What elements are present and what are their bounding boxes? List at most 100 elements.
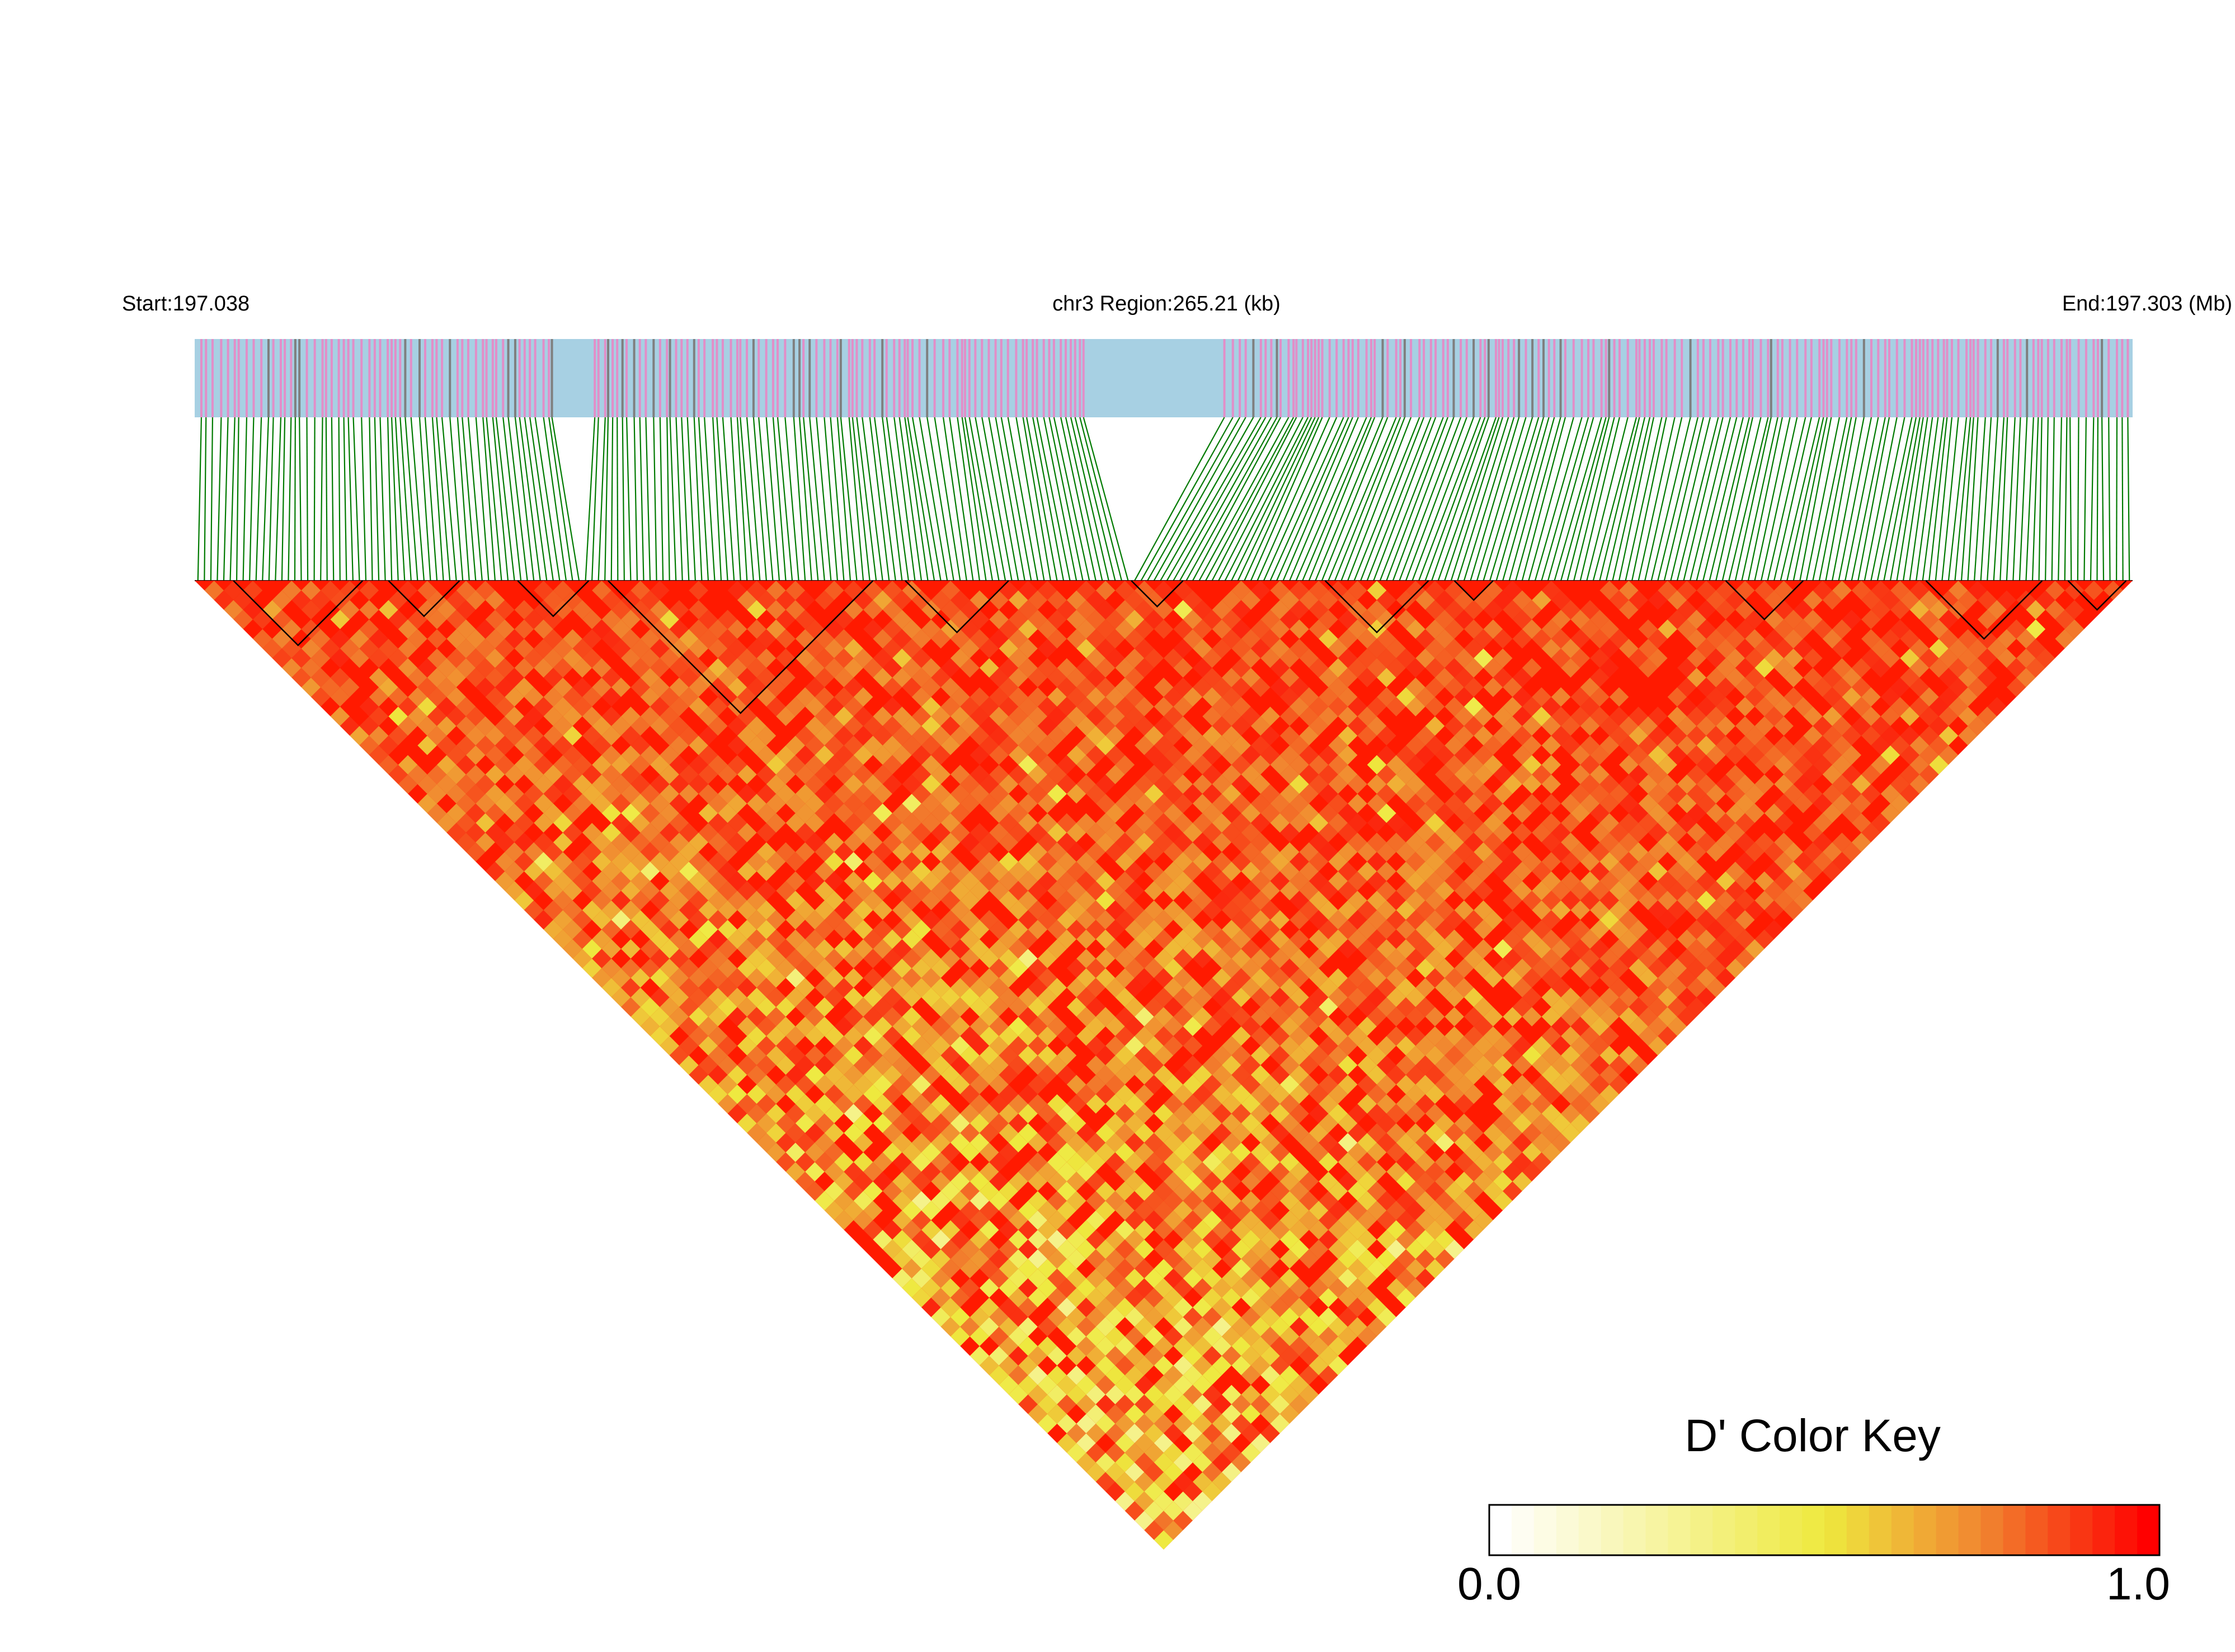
ld-cell: [1124, 939, 1145, 959]
ld-cell: [1173, 910, 1193, 930]
ld-cell: [669, 619, 689, 639]
ld-cell: [1677, 716, 1697, 736]
ld-cell: [1309, 871, 1329, 891]
ld-cell: [1047, 1152, 1067, 1172]
ld-cell: [1522, 619, 1542, 639]
ld-cell: [1105, 609, 1125, 629]
ld-cell: [321, 677, 340, 697]
ld-cell: [1599, 832, 1620, 852]
ld-cell: [1434, 862, 1455, 881]
ld-cell: [1434, 648, 1455, 668]
ld-cell: [1367, 929, 1387, 949]
ld-cell: [1609, 726, 1629, 746]
ld-block-outline: [233, 580, 364, 647]
ld-cell: [2006, 619, 2026, 639]
snp-connector: [2051, 417, 2055, 581]
color-key-band: [2070, 1505, 2093, 1555]
ld-cell: [1241, 1423, 1261, 1443]
ld-cell: [1086, 1036, 1106, 1056]
ld-cell: [1454, 1210, 1474, 1230]
ld-cell: [1309, 949, 1329, 968]
ld-cell: [931, 1249, 951, 1269]
ld-cell: [2026, 638, 2046, 658]
ld-cell: [1192, 794, 1212, 813]
ld-cell: [970, 1307, 990, 1327]
ld-cell: [1144, 590, 1164, 610]
ld-cell: [2084, 581, 2104, 600]
ld-cell: [1192, 658, 1212, 678]
ld-cell: [1066, 1230, 1086, 1250]
ld-cell: [601, 978, 622, 997]
ld-cell: [1250, 871, 1271, 891]
ld-cell: [1328, 638, 1348, 658]
snp-connector: [1483, 417, 1533, 581]
ld-cell: [1154, 736, 1174, 755]
ld-cell: [485, 765, 505, 784]
ld-cell: [1124, 881, 1145, 901]
ld-cell: [1832, 774, 1852, 794]
ld-cell: [640, 862, 660, 881]
ld-cell: [1357, 1016, 1377, 1037]
ld-cell: [1173, 1220, 1193, 1240]
ld-cell: [1658, 968, 1677, 988]
ld-cell: [1135, 1278, 1154, 1298]
ld-cell: [1135, 1239, 1154, 1259]
color-key-band: [1668, 1505, 1691, 1555]
snp-connector: [1922, 417, 1945, 581]
ld-cell: [1638, 716, 1658, 736]
snp-connector: [585, 417, 596, 581]
ld-cell: [882, 716, 902, 736]
snp-connector: [394, 417, 406, 581]
ld-cell: [970, 920, 990, 939]
ld-cell: [630, 658, 651, 678]
ld-cell: [1861, 687, 1881, 707]
snp-connector: [262, 417, 270, 581]
ld-cell: [1202, 920, 1222, 939]
ld-cell: [1561, 1065, 1580, 1085]
ld-cell: [931, 1268, 951, 1288]
ld-cell: [1018, 1336, 1038, 1356]
ld-cell: [1406, 1162, 1425, 1182]
ld-cell: [1348, 987, 1367, 1008]
ld-cell: [1105, 1462, 1125, 1482]
ld-cell: [1241, 707, 1261, 726]
ld-cell: [398, 658, 418, 678]
ld-cell: [1357, 939, 1377, 959]
ld-cell: [359, 619, 379, 639]
ld-cell: [1105, 842, 1125, 862]
snp-connector: [462, 417, 477, 581]
ld-cell: [572, 600, 592, 620]
ld-cell: [1028, 1230, 1048, 1250]
ld-cell: [1144, 1075, 1164, 1094]
ld-cell: [495, 658, 515, 678]
ld-cell: [1532, 939, 1551, 959]
ld-cell: [1183, 687, 1203, 707]
snp-connector: [1851, 417, 1886, 581]
ld-cell: [1183, 1326, 1203, 1347]
ld-cell: [1590, 920, 1610, 939]
ld-cell: [1095, 871, 1116, 891]
ld-cell: [1483, 1181, 1503, 1201]
ld-cell: [650, 581, 670, 600]
snp-connector: [851, 417, 871, 581]
ld-cell: [776, 707, 796, 726]
ld-cell: [776, 784, 796, 804]
ld-cell: [911, 1191, 931, 1211]
ld-cell: [1250, 1007, 1271, 1027]
ld-cell: [1677, 968, 1697, 988]
ld-cell: [785, 1046, 806, 1065]
snp-connector: [1728, 417, 1769, 581]
ld-cell: [630, 968, 651, 988]
ld-cell: [1434, 1230, 1455, 1250]
ld-cell: [1260, 939, 1280, 959]
ld-cell: [534, 696, 553, 717]
ld-cell: [601, 842, 622, 862]
ld-cell: [1105, 1152, 1125, 1172]
ld-cell: [931, 1113, 951, 1133]
ld-cell: [1124, 1094, 1145, 1114]
snp-connector: [1650, 417, 1691, 581]
ld-cell: [1028, 1152, 1048, 1172]
ld-cell: [1279, 667, 1300, 688]
ld-cell: [950, 1288, 970, 1307]
